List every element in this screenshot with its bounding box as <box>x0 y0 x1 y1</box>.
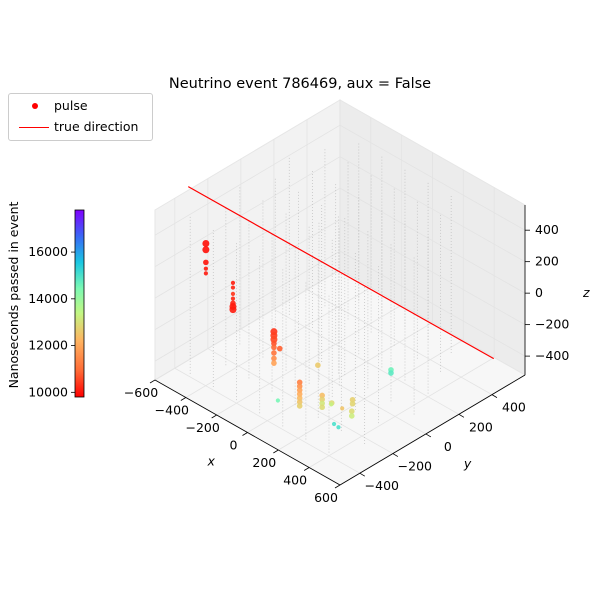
pulse-point <box>319 396 325 403</box>
y-tick-label: 200 <box>469 419 493 434</box>
y-tick <box>359 472 366 477</box>
pulse-point <box>348 408 355 415</box>
pulse-point <box>319 404 325 411</box>
z-tick-label: 200 <box>535 254 559 269</box>
pulse-point <box>349 400 356 407</box>
axis-ticks: −600 −400 −200 0 200 400 600 −400 −200 0 200 400 −40… <box>124 222 590 505</box>
z-gridline <box>154 156 526 268</box>
x-tick <box>334 484 341 489</box>
y-tick <box>425 433 432 438</box>
z-axis-label: z <box>582 285 590 300</box>
pulse-point <box>230 296 236 301</box>
pulse-point <box>296 399 303 405</box>
colorbar-gradient <box>74 209 85 398</box>
pulse-point <box>296 383 303 390</box>
z-gridline <box>154 187 526 299</box>
pulse-point <box>348 413 355 419</box>
x-tick-label: 400 <box>283 473 307 488</box>
x-tick <box>273 449 279 454</box>
pulse-marker-icon <box>32 103 38 109</box>
pulse-point <box>296 403 303 409</box>
pulse-point <box>329 402 334 407</box>
pulse-point <box>202 239 210 247</box>
pulse-point <box>229 306 237 314</box>
y-tick-label: −200 <box>398 459 432 474</box>
colorbar-tick-label: 14000 <box>28 291 68 306</box>
pulse-point <box>271 340 277 347</box>
pulse-point <box>315 362 321 369</box>
pulse-point <box>336 425 341 430</box>
x-tick-label: −400 <box>155 403 189 418</box>
y-axis-label: y <box>463 456 472 471</box>
pulse-point <box>230 285 236 290</box>
pulse-points <box>202 239 394 430</box>
z-gridline <box>154 219 526 330</box>
colorbar-label: Nanoseconds passed in event <box>6 201 21 389</box>
z-gridline <box>154 124 526 236</box>
z-gridline <box>154 250 526 362</box>
legend: pulse true direction <box>8 93 153 141</box>
x-tick-label: −600 <box>124 385 158 400</box>
line-marker-icon <box>19 127 49 128</box>
pulse-point <box>275 398 280 403</box>
z-tick-label: 0 <box>535 285 543 300</box>
true-direction-line <box>187 186 495 360</box>
pulse-point <box>230 291 236 296</box>
pulse-point <box>271 350 277 356</box>
pulse-point <box>296 387 303 393</box>
colorbar-tick-label: 16000 <box>28 244 68 259</box>
z-tick-label: −200 <box>535 317 569 332</box>
pulse-point <box>319 400 325 407</box>
y-tick <box>392 453 399 457</box>
pulse-point <box>296 391 303 397</box>
pulse-point <box>296 379 303 386</box>
x-tick <box>149 379 156 384</box>
y-tick <box>458 413 465 418</box>
pulse-point <box>203 266 208 271</box>
pulse-point <box>203 271 208 276</box>
true-direction-segment <box>187 186 495 360</box>
y-axis-line <box>339 374 526 486</box>
x-tick <box>242 432 248 436</box>
y-tick-label: 0 <box>444 439 452 454</box>
pulse-point <box>331 421 337 427</box>
pulse-point <box>296 395 303 401</box>
chart-title: Neutrino event 786469, aux = False <box>168 76 432 92</box>
pulse-point <box>340 406 345 411</box>
legend-label-true-direction: true direction <box>54 119 139 134</box>
x-tick-label: 600 <box>314 490 338 505</box>
pulse-point <box>203 259 209 266</box>
pulse-point <box>271 355 277 362</box>
y-tick-label: −400 <box>365 478 399 493</box>
pulse-point <box>388 370 394 376</box>
pulse-point <box>276 345 283 352</box>
pulse-point <box>202 246 210 254</box>
z-tick-label: 400 <box>535 222 559 237</box>
colorbar: 10000 12000 14000 16000 <box>28 209 85 399</box>
pulse-point <box>319 392 325 399</box>
x-tick <box>180 397 187 401</box>
pulse-point <box>349 396 356 403</box>
y-tick-label: 400 <box>502 400 526 415</box>
x-tick <box>211 414 217 419</box>
x-tick <box>303 467 310 471</box>
x-tick-label: 0 <box>230 438 238 453</box>
legend-label-pulse: pulse <box>54 98 88 113</box>
x-tick-label: 200 <box>252 455 276 470</box>
pulse-point <box>271 360 277 366</box>
detector-strings <box>189 143 452 453</box>
colorbar-tick-label: 10000 <box>28 384 68 399</box>
x-tick-label: −200 <box>185 420 219 435</box>
pulse-point <box>271 344 277 351</box>
colorbar-tick-label: 12000 <box>28 338 68 353</box>
pulse-point <box>230 280 236 285</box>
x-axis-label: x <box>207 454 216 469</box>
y-tick <box>491 394 498 398</box>
z-tick-label: −400 <box>535 348 569 363</box>
